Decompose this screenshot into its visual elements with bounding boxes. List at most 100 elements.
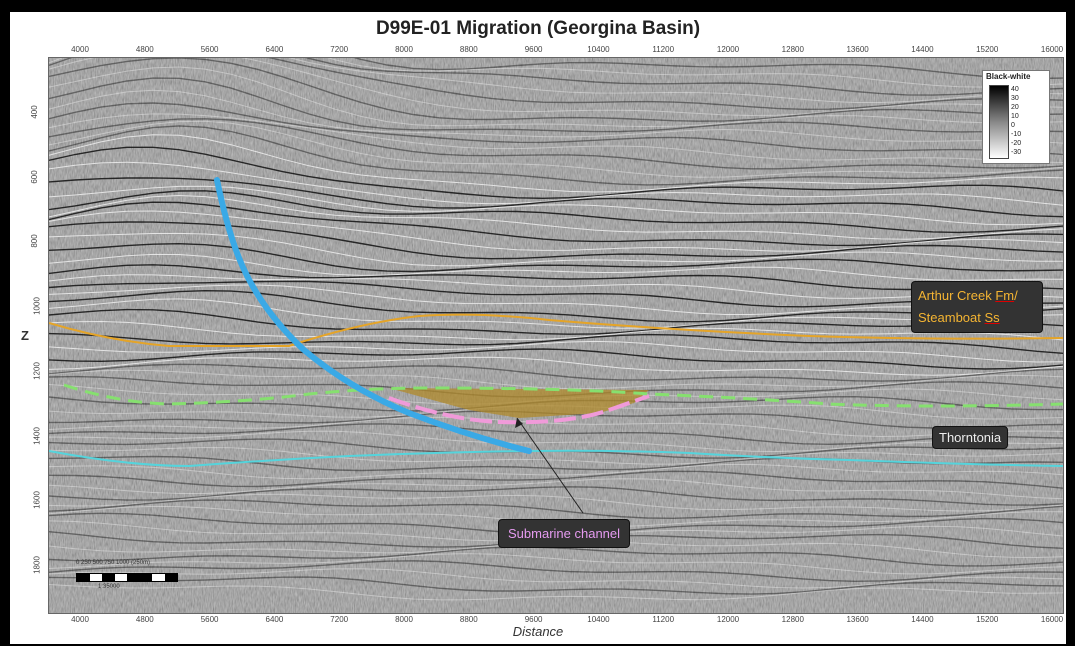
steamboat-label-ss: Ss <box>984 310 1000 325</box>
reflector <box>49 486 1063 506</box>
legend-value: -30 <box>1011 149 1022 156</box>
reflector <box>49 320 1063 341</box>
y-tick-left: 1200 <box>32 361 42 380</box>
y-tick-left: 800 <box>30 234 40 249</box>
x-tick-top: 8800 <box>459 45 478 54</box>
x-tick-top: 11200 <box>652 45 675 54</box>
reflector <box>49 560 1063 583</box>
arthur-creek-label: Arthur Creek Fm/ Steamboat Ss <box>911 281 1043 333</box>
x-tick-top: 7200 <box>330 45 349 54</box>
x-tick-bottom: 10400 <box>587 615 610 624</box>
scale-bar-labels: 0 250 500 750 1000 (250m) <box>76 560 151 566</box>
legend-value: 10 <box>1011 113 1019 120</box>
reflector <box>49 161 1063 206</box>
x-tick-bottom: 8000 <box>395 615 413 624</box>
distance-axis-label: Distance <box>512 624 564 639</box>
reflector <box>49 584 1063 601</box>
legend-value: 0 <box>1011 122 1015 129</box>
x-tick-bottom: 7200 <box>330 615 349 624</box>
reflector <box>49 430 1063 453</box>
reflector <box>49 264 1063 291</box>
reflector <box>49 58 1063 111</box>
x-tick-bottom: 12000 <box>716 615 740 624</box>
channel-pointer-arrowhead <box>515 418 523 428</box>
reflector <box>49 546 1063 567</box>
legend-title: Black-white <box>986 72 1031 81</box>
reflector <box>49 499 1063 520</box>
channel-fill <box>389 388 649 418</box>
reflector <box>49 478 1063 500</box>
x-tick-bottom: 12800 <box>781 615 804 624</box>
scale-bar-ratio: 1:35000 <box>98 584 120 590</box>
x-tick-bottom: 11200 <box>652 615 675 624</box>
x-tick-top: 9600 <box>524 45 543 54</box>
reflector <box>49 280 1063 308</box>
reflector <box>49 298 1063 329</box>
x-tick-top: 13600 <box>846 45 869 54</box>
reflector <box>49 232 1063 267</box>
reflector <box>49 363 1063 382</box>
x-tick-bottom: 14400 <box>911 615 934 624</box>
thorntonia-label: Thorntonia <box>932 426 1009 449</box>
reflector <box>49 470 1063 489</box>
green-horizon <box>63 383 1063 408</box>
legend-value: -10 <box>1011 131 1022 138</box>
x-tick-bottom: 9600 <box>524 615 543 624</box>
reflector <box>49 446 1063 465</box>
x-tick-bottom: 6400 <box>265 615 284 624</box>
x-tick-bottom: 13600 <box>846 615 869 624</box>
legend-value: -20 <box>1011 140 1022 147</box>
reflector <box>49 89 1063 144</box>
arthur-label-part: Arthur Creek <box>918 288 996 303</box>
reflector <box>353 58 1063 80</box>
reflector <box>49 66 1063 128</box>
reflector <box>49 356 1063 376</box>
reflector <box>49 77 1063 133</box>
reflector <box>49 340 1063 363</box>
reflector <box>49 308 1063 335</box>
x-tick-top: 14400 <box>911 45 934 54</box>
x-tick-bottom: 5600 <box>200 615 219 624</box>
reflector <box>49 348 1063 370</box>
legend-color-bar <box>989 85 1009 159</box>
reflector <box>49 113 1063 163</box>
reflector <box>49 576 1063 595</box>
reflector <box>49 416 1063 438</box>
y-tick-left: 1600 <box>32 491 42 510</box>
arthur-label-fm: Fm <box>995 288 1015 303</box>
x-tick-top: 12800 <box>781 45 804 54</box>
reflector <box>49 274 1063 299</box>
channel-pointer-line <box>516 417 584 514</box>
reflector <box>49 210 1063 252</box>
y-tick-left: 1400 <box>32 426 42 445</box>
amplitude-legend: Black-white 40 30 20 10 0 -10 -20 -30 <box>982 70 1050 164</box>
x-tick-top: 4000 <box>71 45 89 54</box>
reflector <box>49 58 1063 96</box>
x-tick-top: 12000 <box>716 45 740 54</box>
x-tick-bottom: 8800 <box>459 615 478 624</box>
arthur-creek-horizon <box>49 313 1063 347</box>
reflector <box>49 58 1063 103</box>
x-tick-bottom: 15200 <box>976 615 999 624</box>
reflector <box>49 568 1063 589</box>
scale-bar-segments <box>76 573 178 582</box>
y-tick-left: 1000 <box>32 297 42 316</box>
x-tick-top: 5600 <box>200 45 219 54</box>
reflector <box>49 134 1063 193</box>
x-tick-top: 8000 <box>395 45 413 54</box>
x-tick-top: 6400 <box>265 45 284 54</box>
x-tick-top: 16000 <box>1040 45 1064 54</box>
x-tick-bottom: 16000 <box>1040 615 1064 624</box>
figure-frame: D99E-01 Migration (Georgina Basin) 4000 4… <box>10 12 1066 644</box>
legend-value: 30 <box>1011 95 1019 102</box>
x-tick-bottom: 4000 <box>71 615 89 624</box>
legend-value: 40 <box>1011 86 1019 93</box>
reflector <box>49 493 1063 512</box>
reflector <box>49 284 1063 315</box>
y-tick-left: 1800 <box>32 556 42 574</box>
x-tick-bottom: 4800 <box>135 615 154 624</box>
x-tick-top: 15200 <box>976 45 999 54</box>
submarine-channel-label: Submarine channel <box>498 519 631 548</box>
reflector <box>49 118 1063 170</box>
figure-title: D99E-01 Migration (Georgina Basin) <box>375 18 701 39</box>
